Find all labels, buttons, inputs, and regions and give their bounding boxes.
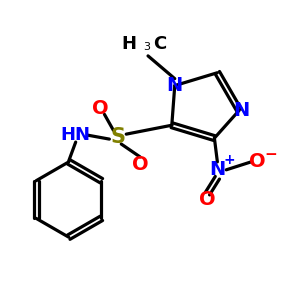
Text: +: + xyxy=(224,153,235,167)
Text: O: O xyxy=(132,155,148,174)
Text: HN: HN xyxy=(61,126,91,144)
Text: O: O xyxy=(92,99,109,118)
Text: 3: 3 xyxy=(143,42,150,52)
Text: H: H xyxy=(121,35,136,53)
Text: O: O xyxy=(199,190,216,209)
Text: −: − xyxy=(265,148,277,163)
Text: C: C xyxy=(153,35,166,53)
Text: N: N xyxy=(209,160,226,179)
Text: N: N xyxy=(167,76,183,95)
Text: S: S xyxy=(111,127,126,147)
Text: O: O xyxy=(249,152,265,171)
Text: N: N xyxy=(233,101,249,120)
